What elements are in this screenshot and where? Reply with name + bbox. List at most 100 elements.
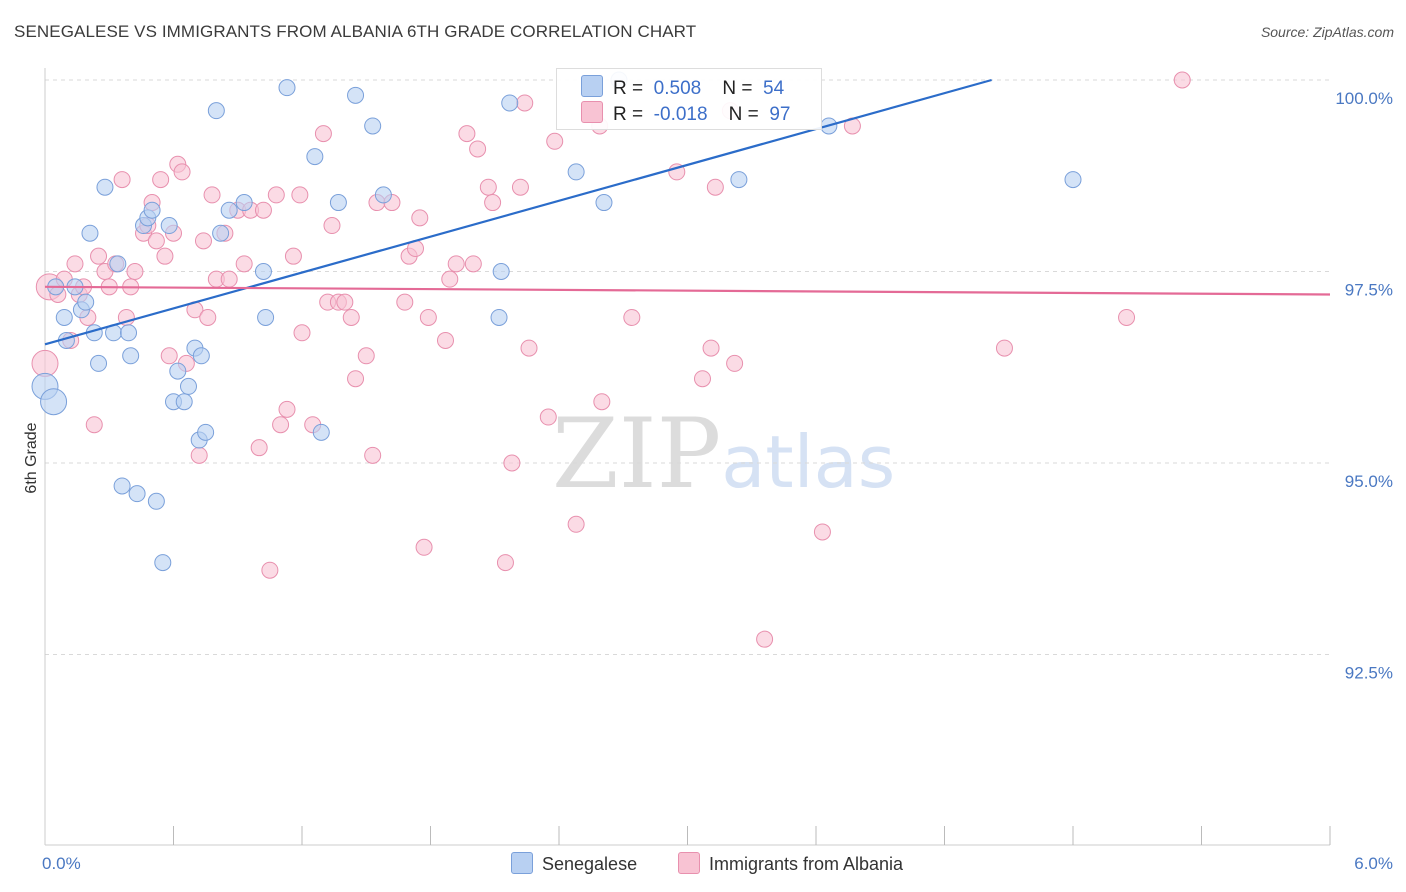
- albania-point: [464, 255, 482, 273]
- albania-point: [693, 370, 711, 388]
- albania-point: [336, 293, 354, 311]
- senegalese-point: [492, 263, 510, 280]
- legend-item-senegalese[interactable]: Senegalese: [511, 852, 637, 875]
- albania-point: [479, 178, 497, 196]
- r-value: 0.508: [653, 78, 702, 99]
- albania-point: [623, 308, 641, 326]
- albania-point: [203, 186, 221, 204]
- senegalese-point: [329, 194, 347, 212]
- albania-point: [458, 125, 476, 143]
- legend-label: Immigrants from Albania: [709, 854, 904, 874]
- albania-point: [511, 178, 529, 196]
- senegalese-point: [197, 423, 215, 441]
- albania-point: [254, 201, 272, 219]
- albania-point: [593, 393, 611, 411]
- senegalese-point: [128, 485, 146, 503]
- chart-title: SENEGALESE VS IMMIGRANTS FROM ALBANIA 6T…: [14, 22, 697, 41]
- senegalese-point: [278, 79, 296, 97]
- senegalese-point: [1064, 171, 1082, 189]
- albania-point: [357, 347, 375, 365]
- albania-point: [284, 247, 302, 265]
- senegalese-point: [179, 377, 197, 395]
- senegalese-point: [109, 255, 127, 273]
- albania-point: [342, 308, 360, 326]
- series-legend: Senegalese Immigrants from Albania: [0, 852, 1406, 878]
- albania-point: [1118, 308, 1136, 326]
- albania-point: [278, 400, 296, 418]
- r-label: R =: [613, 104, 644, 125]
- senegalese-point: [40, 388, 68, 416]
- albania-point: [291, 186, 309, 204]
- senegalese-point: [595, 194, 613, 212]
- albania-point: [447, 255, 465, 273]
- axes: [44, 68, 1331, 846]
- albania-point: [756, 630, 774, 648]
- senegalese-point: [120, 324, 138, 342]
- y-axis-label: 6th Grade: [23, 422, 40, 493]
- albania-point: [31, 349, 59, 377]
- senegalese-point: [207, 102, 225, 120]
- n-label: N =: [722, 78, 753, 99]
- albania-point: [441, 270, 459, 288]
- y-tick-label: 95.0%: [1345, 472, 1393, 491]
- albania-point: [364, 446, 382, 464]
- albania-point: [995, 339, 1013, 357]
- albania-point: [90, 247, 108, 265]
- albania-point: [347, 370, 365, 388]
- x-tick-label: 6.0%: [1354, 854, 1393, 873]
- r-label: R =: [613, 78, 644, 99]
- albania-point: [415, 538, 433, 556]
- albania-point: [113, 171, 131, 189]
- albania-point: [261, 561, 279, 579]
- albania-point: [272, 416, 290, 434]
- albania-point: [160, 347, 178, 365]
- senegalese-point: [160, 217, 178, 235]
- senegalese-point: [312, 423, 330, 441]
- senegalese-point: [81, 224, 99, 242]
- senegalese-point: [220, 201, 238, 219]
- y-tick-label: 100.0%: [1335, 89, 1393, 108]
- albania-swatch: [678, 852, 700, 874]
- legend-item-albania[interactable]: Immigrants from Albania: [678, 852, 903, 875]
- senegalese-point: [175, 393, 193, 411]
- albania-point: [1173, 71, 1191, 89]
- albania-point: [323, 217, 341, 235]
- albania-point: [126, 263, 144, 280]
- albania-point: [726, 354, 744, 372]
- senegalese-point: [254, 263, 272, 280]
- albania-point: [267, 186, 285, 204]
- senegalese-swatch: [511, 852, 533, 874]
- albania-point: [220, 270, 238, 288]
- albania-point: [147, 232, 165, 250]
- albania-point: [496, 554, 514, 572]
- albania-point: [156, 247, 174, 265]
- albania-point: [539, 408, 557, 426]
- albania-point: [503, 454, 521, 472]
- senegalese-point: [147, 492, 165, 510]
- albania-point: [199, 308, 217, 326]
- albania-point: [85, 416, 103, 434]
- albania-point: [190, 446, 208, 464]
- albania-point: [396, 293, 414, 311]
- y-tick-label: 92.5%: [1345, 664, 1393, 683]
- albania-point: [469, 140, 487, 158]
- senegalese-point: [55, 308, 73, 326]
- albania-point: [702, 339, 720, 357]
- albania-point: [250, 439, 268, 457]
- senegalese-point: [235, 194, 253, 212]
- albania-swatch: [581, 101, 603, 123]
- albania-point: [546, 132, 564, 150]
- albania-point: [706, 178, 724, 196]
- albania-point: [419, 308, 437, 326]
- stats-legend: R = 0.508 N = 54 R = -0.018 N = 97: [556, 68, 822, 130]
- stats-row-senegalese: R = 0.508 N = 54: [581, 75, 784, 101]
- n-value: 97: [769, 104, 791, 125]
- albania-point: [484, 194, 502, 212]
- stats-row-albania: R = -0.018 N = 97: [581, 101, 790, 127]
- albania-point: [152, 171, 170, 189]
- albania-point: [194, 232, 212, 250]
- legend-label: Senegalese: [542, 854, 638, 874]
- senegalese-trend-line: [44, 78, 992, 346]
- senegalese-point: [306, 148, 324, 166]
